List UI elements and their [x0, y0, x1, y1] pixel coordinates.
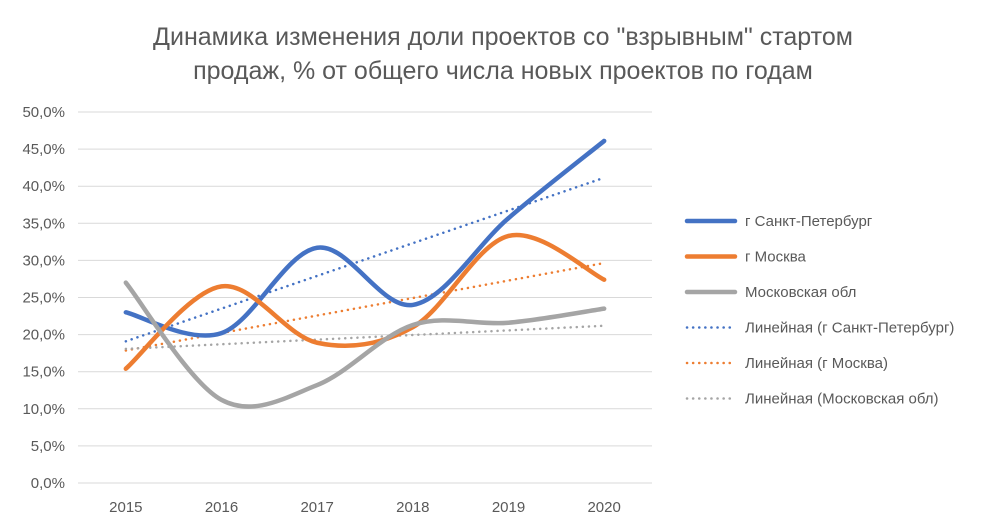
trendline: [124, 176, 606, 343]
x-tick-label: 2015: [109, 499, 142, 516]
y-tick-label: 15,0%: [22, 364, 65, 381]
y-tick-label: 35,0%: [22, 215, 65, 232]
legend-label: Линейная (г Москва): [745, 355, 888, 372]
trendline: [124, 261, 606, 352]
legend-label: Линейная (г Санкт-Петербург): [745, 320, 954, 337]
y-tick-label: 45,0%: [22, 141, 65, 158]
legend-label: Линейная (Московская обл): [745, 391, 939, 408]
x-tick-label: 2017: [300, 499, 333, 516]
chart-title-line-1: Динамика изменения доли проектов со "взр…: [153, 23, 853, 51]
y-tick-label: 25,0%: [22, 290, 65, 307]
legend-label: Московская обл: [745, 284, 856, 301]
series-line: [123, 280, 607, 409]
y-tick-label: 30,0%: [22, 252, 65, 269]
y-tick-label: 0,0%: [31, 475, 65, 492]
trendline: [124, 324, 606, 351]
x-tick-label: 2020: [587, 499, 620, 516]
series-line: [123, 232, 607, 371]
chart-title-line-2: продаж, % от общего числа новых проектов…: [193, 57, 813, 85]
y-tick-label: 10,0%: [22, 401, 65, 418]
y-tick-label: 5,0%: [31, 438, 65, 455]
legend-label: г Санкт-Петербург: [745, 213, 873, 230]
y-tick-label: 20,0%: [22, 327, 65, 344]
x-tick-label: 2019: [492, 499, 525, 516]
x-tick-label: 2018: [396, 499, 429, 516]
y-tick-label: 50,0%: [22, 104, 65, 121]
y-tick-label: 40,0%: [22, 178, 65, 195]
legend-label: г Москва: [745, 249, 807, 266]
x-tick-label: 2016: [205, 499, 238, 516]
series-line: [123, 138, 607, 338]
